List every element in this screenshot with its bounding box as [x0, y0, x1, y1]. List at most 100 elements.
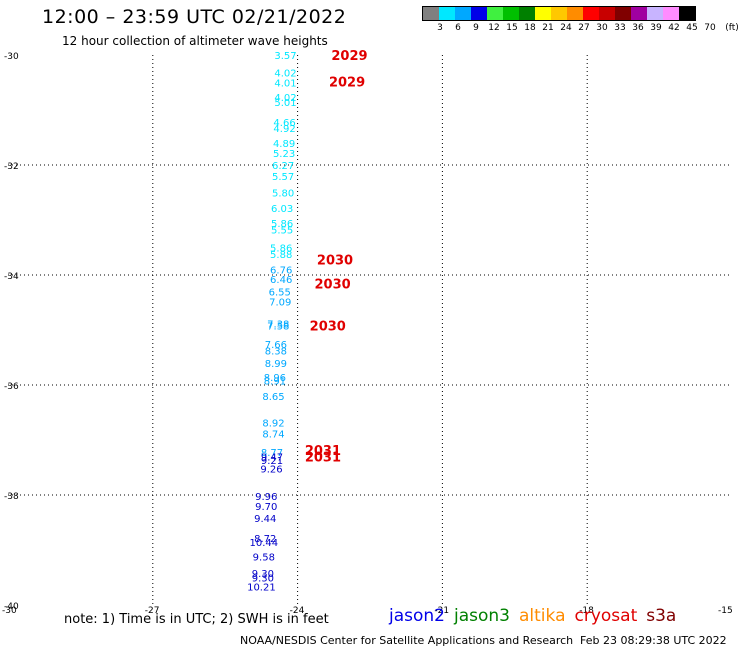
mission-legend: jason2 jason3 altika cryosat s3a [389, 606, 685, 626]
wave-height-value: 6.03 [271, 204, 293, 215]
legend-label: 18 [524, 23, 536, 33]
lon-tick-label: -15 [718, 606, 733, 616]
wave-height-value: 5.55 [271, 225, 293, 236]
wave-height-value: 8.91 [264, 377, 286, 388]
wave-height-value: 5.01 [274, 98, 296, 109]
time-label: 2030 [310, 320, 346, 335]
wave-height-value: 6.46 [270, 275, 292, 286]
wave-height-value: 10.21 [247, 582, 276, 593]
wave-height-value: 6.76 [270, 266, 292, 277]
wave-height-value: 8.77 [261, 448, 283, 459]
lon-tick-label: -30 [2, 606, 17, 616]
page-subtitle: 12 hour collection of altimeter wave hei… [62, 34, 328, 48]
wave-height-value: 9.47 [261, 453, 283, 464]
generated-timestamp: Feb 23 08:29:38 UTC 2022 [580, 634, 727, 647]
wave-height-value: 5.57 [272, 172, 294, 183]
wave-height-value: 8.65 [262, 392, 284, 403]
wave-height-value: 5.86 [271, 219, 293, 230]
mission-jason2: jason2 [389, 606, 445, 626]
wave-height-value: 8.92 [262, 418, 284, 429]
wave-height-value: 3.57 [274, 51, 296, 62]
legend-swatch [439, 7, 455, 20]
wave-height-value: 8.74 [262, 429, 284, 440]
lat-tick-label: -36 [4, 382, 19, 392]
lat-tick-label: -30 [4, 52, 19, 62]
lat-tick-label: -34 [4, 272, 19, 282]
legend-labels: 3 6 9 12 15 18 21 24 27 30 33 36 39 42 45 70 (ft) [422, 23, 740, 35]
legend-label: 9 [473, 23, 479, 33]
wave-height-value: 9.26 [260, 465, 282, 476]
mission-s3a: s3a [646, 606, 677, 626]
mission-jason3: jason3 [454, 606, 510, 626]
legend-swatch [487, 7, 503, 20]
legend-label: 3 [437, 23, 443, 33]
lat-tick-label: -32 [4, 162, 19, 172]
legend-label: 6 [455, 23, 461, 33]
footnote: note: 1) Time is in UTC; 2) SWH is in fe… [64, 612, 329, 627]
legend-label: 45 [686, 23, 698, 33]
wave-height-value: 4.01 [274, 79, 296, 90]
mission-cryosat: cryosat [574, 606, 638, 626]
legend-swatch [455, 7, 471, 20]
wave-height-value: 8.99 [265, 359, 287, 370]
wave-height-value: 5.88 [270, 250, 292, 261]
legend-swatch [663, 7, 679, 20]
legend-swatch [471, 7, 487, 20]
legend-label: 15 [506, 23, 518, 33]
legend-swatch [679, 7, 695, 20]
time-label: 2031 [305, 451, 341, 466]
color-legend: 3 6 9 12 15 18 21 24 27 30 33 36 39 42 45 70 (ft) [422, 6, 739, 33]
legend-label: 36 [632, 23, 644, 33]
time-label: 2029 [329, 75, 365, 90]
legend-label: 33 [614, 23, 626, 33]
legend-swatch [519, 7, 535, 20]
credit-line: NOAA/NESDIS Center for Satellite Applica… [240, 634, 574, 647]
page-title: 12:00 – 23:59 UTC 02/21/2022 [42, 6, 347, 28]
wave-height-value: 9.21 [261, 456, 283, 467]
lon-tick-label: -24 [290, 606, 305, 616]
lat-tick-label: -38 [4, 492, 19, 502]
wave-height-value: 4.02 [274, 69, 296, 80]
legend-label: 27 [578, 23, 590, 33]
wave-height-value: 7.09 [269, 297, 291, 308]
wave-height-value: 9.70 [255, 502, 277, 513]
legend-swatch [567, 7, 583, 20]
wave-height-value: 8.38 [265, 346, 287, 357]
wave-height-value: 6.55 [269, 288, 291, 299]
lon-tick-label: -21 [434, 606, 449, 616]
legend-label: 21 [542, 23, 554, 33]
wave-height-value: 4.92 [273, 124, 295, 135]
legend-swatch [631, 7, 647, 20]
legend-swatch [551, 7, 567, 20]
legend-label: 42 [668, 23, 680, 33]
legend-label: 24 [560, 23, 572, 33]
wave-height-value: 8.72 [254, 534, 276, 545]
wave-height-value: 4.89 [273, 139, 295, 150]
legend-label: 12 [488, 23, 500, 33]
legend-label: 70 [704, 23, 716, 33]
legend-swatch [535, 7, 551, 20]
time-label: 2030 [314, 277, 350, 292]
time-label: 2030 [317, 254, 353, 269]
legend-swatch [423, 7, 439, 20]
wave-height-value: 7.38 [267, 319, 289, 330]
wave-height-value: 9.30 [252, 574, 274, 585]
wave-height-value: 5.80 [272, 189, 294, 200]
legend-swatch [503, 7, 519, 20]
legend-label: 30 [596, 23, 608, 33]
wave-height-value: 6.27 [272, 161, 294, 172]
lat-tick-label: -40 [4, 602, 19, 612]
mission-altika: altika [519, 606, 566, 626]
legend-swatch [615, 7, 631, 20]
lon-tick-label: -18 [579, 606, 594, 616]
lon-tick-label: -27 [145, 606, 160, 616]
wave-height-value: 7.66 [265, 340, 287, 351]
time-label: 2031 [305, 444, 341, 459]
legend-swatch [599, 7, 615, 20]
wave-height-value: 7.58 [267, 322, 289, 333]
wave-height-value: 5.86 [270, 244, 292, 255]
legend-swatch [583, 7, 599, 20]
wave-height-value: 5.23 [273, 149, 295, 160]
legend-label: 39 [650, 23, 662, 33]
